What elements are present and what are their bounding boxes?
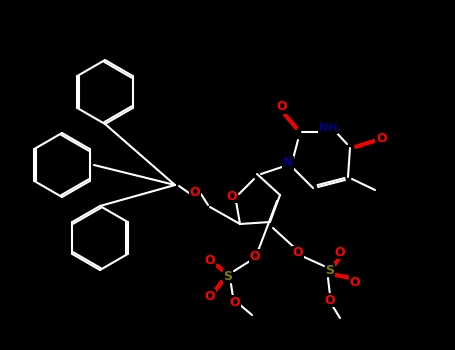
Text: O: O <box>350 275 360 288</box>
Text: O: O <box>277 100 287 113</box>
Text: O: O <box>325 294 335 307</box>
Text: O: O <box>250 250 260 262</box>
Text: N: N <box>283 156 293 169</box>
Text: O: O <box>230 295 240 308</box>
Text: O: O <box>190 187 200 199</box>
Text: O: O <box>335 245 345 259</box>
Text: S: S <box>223 270 233 282</box>
Text: O: O <box>205 289 215 302</box>
Text: O: O <box>377 132 387 145</box>
Text: O: O <box>227 189 238 203</box>
Text: O: O <box>293 246 303 259</box>
Text: NH: NH <box>319 123 337 133</box>
Text: O: O <box>205 253 215 266</box>
Text: S: S <box>325 264 334 276</box>
